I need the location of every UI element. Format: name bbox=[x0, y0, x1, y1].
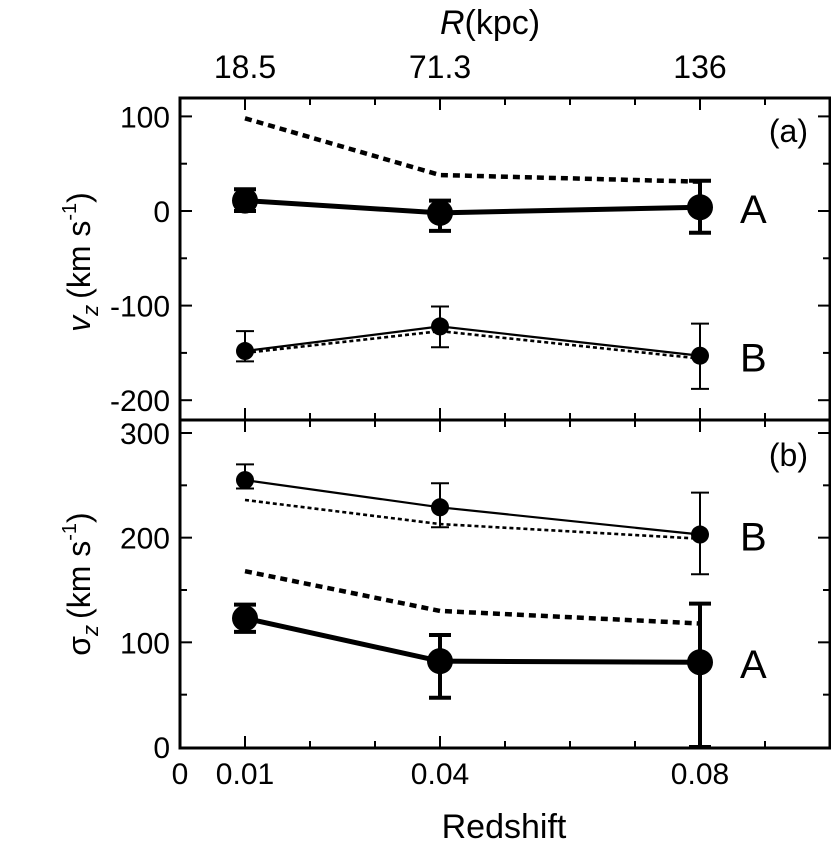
panel-a-series-a-model-line bbox=[244, 116, 701, 184]
panel-a-ylabel-sub: z bbox=[78, 305, 103, 317]
panel-b-ytick-label-2: 200 bbox=[120, 523, 170, 556]
panel-a-series-a-point-0 bbox=[232, 187, 258, 214]
panel-a-series-b-point-2 bbox=[691, 346, 709, 365]
panel-a-series-a-line bbox=[244, 198, 701, 216]
panel-a-ytick-label-3: -200 bbox=[110, 385, 170, 418]
panel-a-ylabel-unit: (km s bbox=[61, 221, 97, 299]
panel-b-series-b-point-1 bbox=[431, 498, 449, 517]
panel-a-ylabel: vz (km s-1) bbox=[59, 192, 103, 332]
x-tick-label-2: 0.04 bbox=[411, 758, 469, 791]
panel-b-ylabel-unit: (km s bbox=[61, 541, 97, 619]
panel-a-series-b-label: B bbox=[740, 337, 767, 381]
top-axis-title-unit: (kpc) bbox=[465, 4, 541, 42]
x-tick-label-0: 0 bbox=[172, 758, 189, 791]
panel-b-y-axis: 0 100 200 300 bbox=[120, 418, 830, 765]
panel-b-series-b-point-0 bbox=[236, 471, 254, 490]
top-tick-label-0: 18.5 bbox=[214, 49, 276, 85]
panel-b-series-b-label: B bbox=[740, 516, 767, 560]
panel-a-series-b-line bbox=[244, 325, 701, 357]
panel-b-series-a-point-1 bbox=[427, 648, 453, 675]
top-axis-tick-labels: 18.5 71.3 136 bbox=[214, 49, 727, 85]
panel-a-series-a-point-1 bbox=[427, 199, 453, 226]
panel-b-series-a-point-2 bbox=[687, 649, 713, 676]
panel-a-series-b-point-1 bbox=[431, 317, 449, 336]
panel-a-ylabel-sup: -1 bbox=[59, 203, 81, 221]
panel-a-series-b-point-0 bbox=[236, 342, 254, 361]
panel-a-ytick-label-0: 100 bbox=[120, 101, 170, 134]
panel-b-series-a-line bbox=[244, 615, 701, 665]
panel-b-ytick-label-0: 0 bbox=[153, 732, 170, 765]
panel-b-frame bbox=[178, 418, 831, 750]
top-axis-title-italic: R bbox=[440, 4, 465, 42]
panel-b-series-a-label: A bbox=[740, 643, 767, 687]
panel-a-frame bbox=[178, 96, 831, 422]
panel-a-ylabel-close: ) bbox=[61, 192, 97, 203]
x-axis-title: Redshift bbox=[442, 808, 567, 846]
top-axis-title: R(kpc) bbox=[440, 4, 540, 42]
panel-b-series-b-line bbox=[244, 479, 701, 536]
x-tick-label-3: 0.08 bbox=[671, 758, 729, 791]
panel-a-series: AB bbox=[232, 116, 767, 390]
top-tick-label-1: 71.3 bbox=[409, 49, 471, 85]
svg-text:vz(km s-1): vz (km s-1) bbox=[59, 192, 103, 332]
x-tick-label-1: 0.01 bbox=[216, 758, 274, 791]
panel-b-series-a-model-line bbox=[244, 568, 701, 626]
panel-a-ytick-label-1: 0 bbox=[153, 196, 170, 229]
panel-a-series-b-model-line bbox=[244, 329, 701, 360]
panel-b-ylabel-close: ) bbox=[61, 512, 97, 523]
panel-a-tag: (a) bbox=[769, 113, 808, 149]
panel-a-series-a-point-2 bbox=[687, 194, 713, 221]
panel-a-y-axis: 100 0 -100 -200 bbox=[110, 101, 830, 418]
panel-b-series-a-point-0 bbox=[232, 605, 258, 632]
panel-b-ylabel-symbol: σ bbox=[61, 636, 97, 656]
svg-text:σz(km s-1): σz (km s-1) bbox=[59, 512, 103, 655]
panel-a-ytick-label-2: -100 bbox=[110, 291, 170, 324]
panel-b-tag: (b) bbox=[769, 437, 808, 473]
panel-b-ylabel: σz (km s-1) bbox=[59, 512, 103, 655]
panel-b-series: BA bbox=[232, 463, 767, 749]
panel-b-ytick-label-3: 300 bbox=[120, 418, 170, 451]
panel-b-ytick-label-1: 100 bbox=[120, 627, 170, 660]
panel-a-ylabel-symbol: v bbox=[61, 314, 97, 332]
panel-b-series-b-model-line bbox=[244, 498, 701, 541]
panel-b-ylabel-sub: z bbox=[78, 625, 103, 637]
top-tick-label-2: 136 bbox=[673, 49, 726, 85]
panel-a-series-a-label: A bbox=[740, 188, 767, 232]
panel-b-ylabel-sup: -1 bbox=[59, 523, 81, 541]
panel-b-series-b-point-2 bbox=[691, 525, 709, 544]
